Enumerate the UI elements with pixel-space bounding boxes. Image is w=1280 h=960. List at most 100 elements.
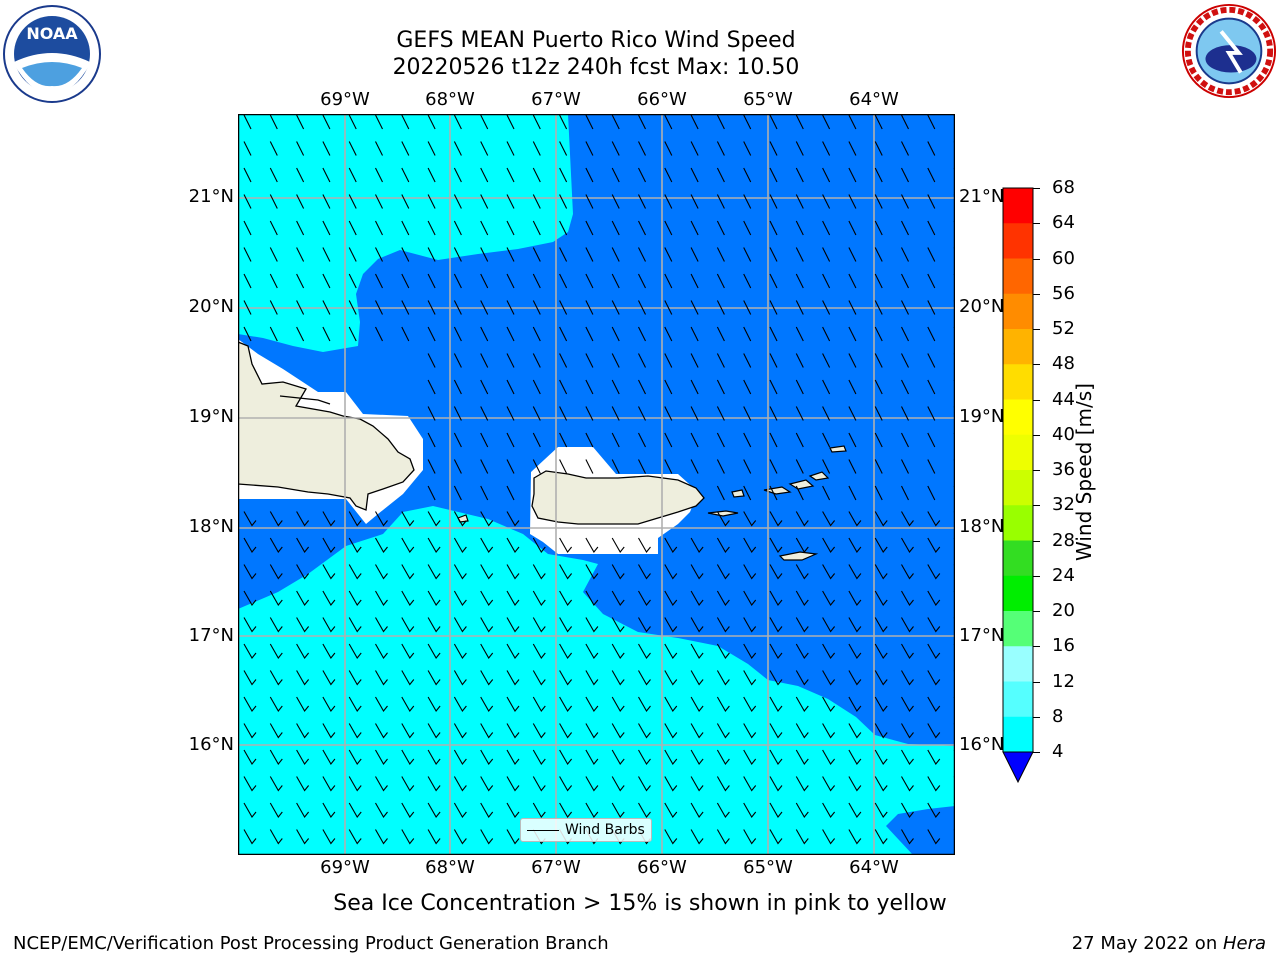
wind-barb — [375, 220, 383, 236]
wind-barb — [269, 326, 278, 342]
wind-barb — [848, 247, 857, 262]
wind-barb — [506, 537, 520, 553]
wind-barb-legend-line — [527, 829, 559, 831]
wind-barb — [638, 194, 646, 209]
wind-barb — [848, 300, 857, 315]
wind-barb — [822, 749, 836, 765]
wind-barb — [427, 194, 436, 209]
wind-barb — [874, 511, 888, 527]
wind-barb — [927, 247, 936, 262]
wind-barb — [559, 564, 573, 580]
wind-barb — [848, 326, 857, 342]
wind-barb — [743, 220, 752, 236]
lon-label-top: 68°W — [425, 89, 475, 110]
wind-barb — [901, 643, 914, 659]
wind-barb — [638, 670, 651, 686]
lat-label-right: 20°N — [959, 296, 1005, 317]
lat-label-left: 17°N — [188, 625, 234, 646]
wind-barb — [401, 802, 415, 818]
wind-barb — [427, 432, 436, 448]
wind-barb — [532, 670, 546, 686]
wind-barb — [848, 696, 862, 712]
wind-barb — [664, 167, 673, 183]
colorbar-band — [1003, 575, 1033, 612]
chart-subtitle: 20220526 t12z 240h fcst Max: 10.50 — [392, 55, 800, 80]
wind-barb — [427, 459, 436, 474]
colorbar-tick-mark — [1033, 611, 1040, 612]
wind-barb — [822, 432, 831, 448]
colorbar-label: Wind Speed [m/s] — [1072, 383, 1096, 561]
wind-barb — [716, 564, 730, 580]
wind-barb — [375, 300, 383, 315]
lon-label-bottom: 69°W — [320, 857, 370, 878]
wind-barb — [901, 829, 914, 845]
wind-barb — [585, 696, 599, 712]
colorbar-band — [1003, 223, 1033, 259]
wind-barb — [453, 749, 467, 765]
wind-barb — [901, 379, 909, 395]
wind-barb — [401, 723, 415, 739]
wind-barb — [453, 406, 462, 421]
wind-barb — [874, 114, 883, 130]
wind-barb — [506, 802, 520, 818]
wind-barb — [453, 485, 462, 501]
wind-barb — [822, 802, 836, 818]
svg-text:NOAA: NOAA — [26, 24, 78, 43]
wind-barb — [532, 643, 546, 659]
wind-barb — [559, 300, 568, 315]
wind-barb — [559, 247, 568, 262]
wind-barb — [874, 485, 883, 501]
wind-barb — [269, 220, 278, 236]
wind-barb — [822, 617, 836, 633]
wind-barb — [927, 406, 936, 421]
colorbar-band — [1003, 540, 1033, 577]
wind-barb — [795, 459, 804, 474]
wind-barb — [506, 643, 520, 659]
wind-barb — [453, 273, 462, 289]
wind-barb — [690, 617, 704, 633]
land-vieques — [707, 510, 739, 517]
wind-barb — [322, 802, 336, 818]
wind-barb — [743, 749, 757, 765]
wind-barb — [638, 326, 646, 342]
colorbar-tick-mark — [1033, 540, 1040, 542]
wind-barb — [769, 749, 783, 765]
wind-barb — [638, 459, 646, 474]
map-frame — [238, 114, 955, 855]
colorbar-tick-mark — [1033, 470, 1040, 471]
wind-barb — [848, 590, 862, 606]
wind-barb — [243, 247, 252, 262]
wind-barb — [269, 300, 278, 315]
wind-barb — [611, 802, 625, 818]
wind-barb — [322, 326, 331, 342]
wind-barb — [638, 220, 646, 236]
wind-barb — [690, 537, 704, 553]
wind-barb — [532, 537, 546, 553]
wind-barb — [664, 406, 673, 421]
wind-barb — [559, 353, 568, 368]
wind-barb — [611, 459, 620, 474]
wind-barb — [848, 432, 857, 448]
wind-barb — [927, 300, 936, 315]
wind-barb — [638, 273, 646, 289]
wind-barb — [769, 247, 778, 262]
wind-barb — [559, 326, 568, 342]
colorbar-tick-mark — [1033, 575, 1040, 577]
wind-barb — [743, 406, 752, 421]
wind-barb — [848, 141, 857, 156]
wind-barb — [664, 194, 673, 209]
wind-barb — [690, 776, 704, 792]
wind-barb — [664, 670, 678, 686]
colorbar-tick-label: 60 — [1052, 247, 1075, 269]
colorbar-tick-mark — [1033, 188, 1040, 189]
sea-ice-note: Sea Ice Concentration > 15% is shown in … — [333, 891, 947, 916]
colorbar-tick-mark — [1033, 293, 1040, 295]
wind-barb — [559, 537, 573, 553]
wind-barb — [743, 643, 757, 659]
colorbar — [1002, 187, 1034, 784]
land-st-john — [788, 479, 815, 490]
wind-barb — [848, 829, 862, 845]
wind-barb — [348, 749, 362, 765]
wind-barb — [611, 353, 620, 368]
wind-barb — [690, 167, 699, 183]
